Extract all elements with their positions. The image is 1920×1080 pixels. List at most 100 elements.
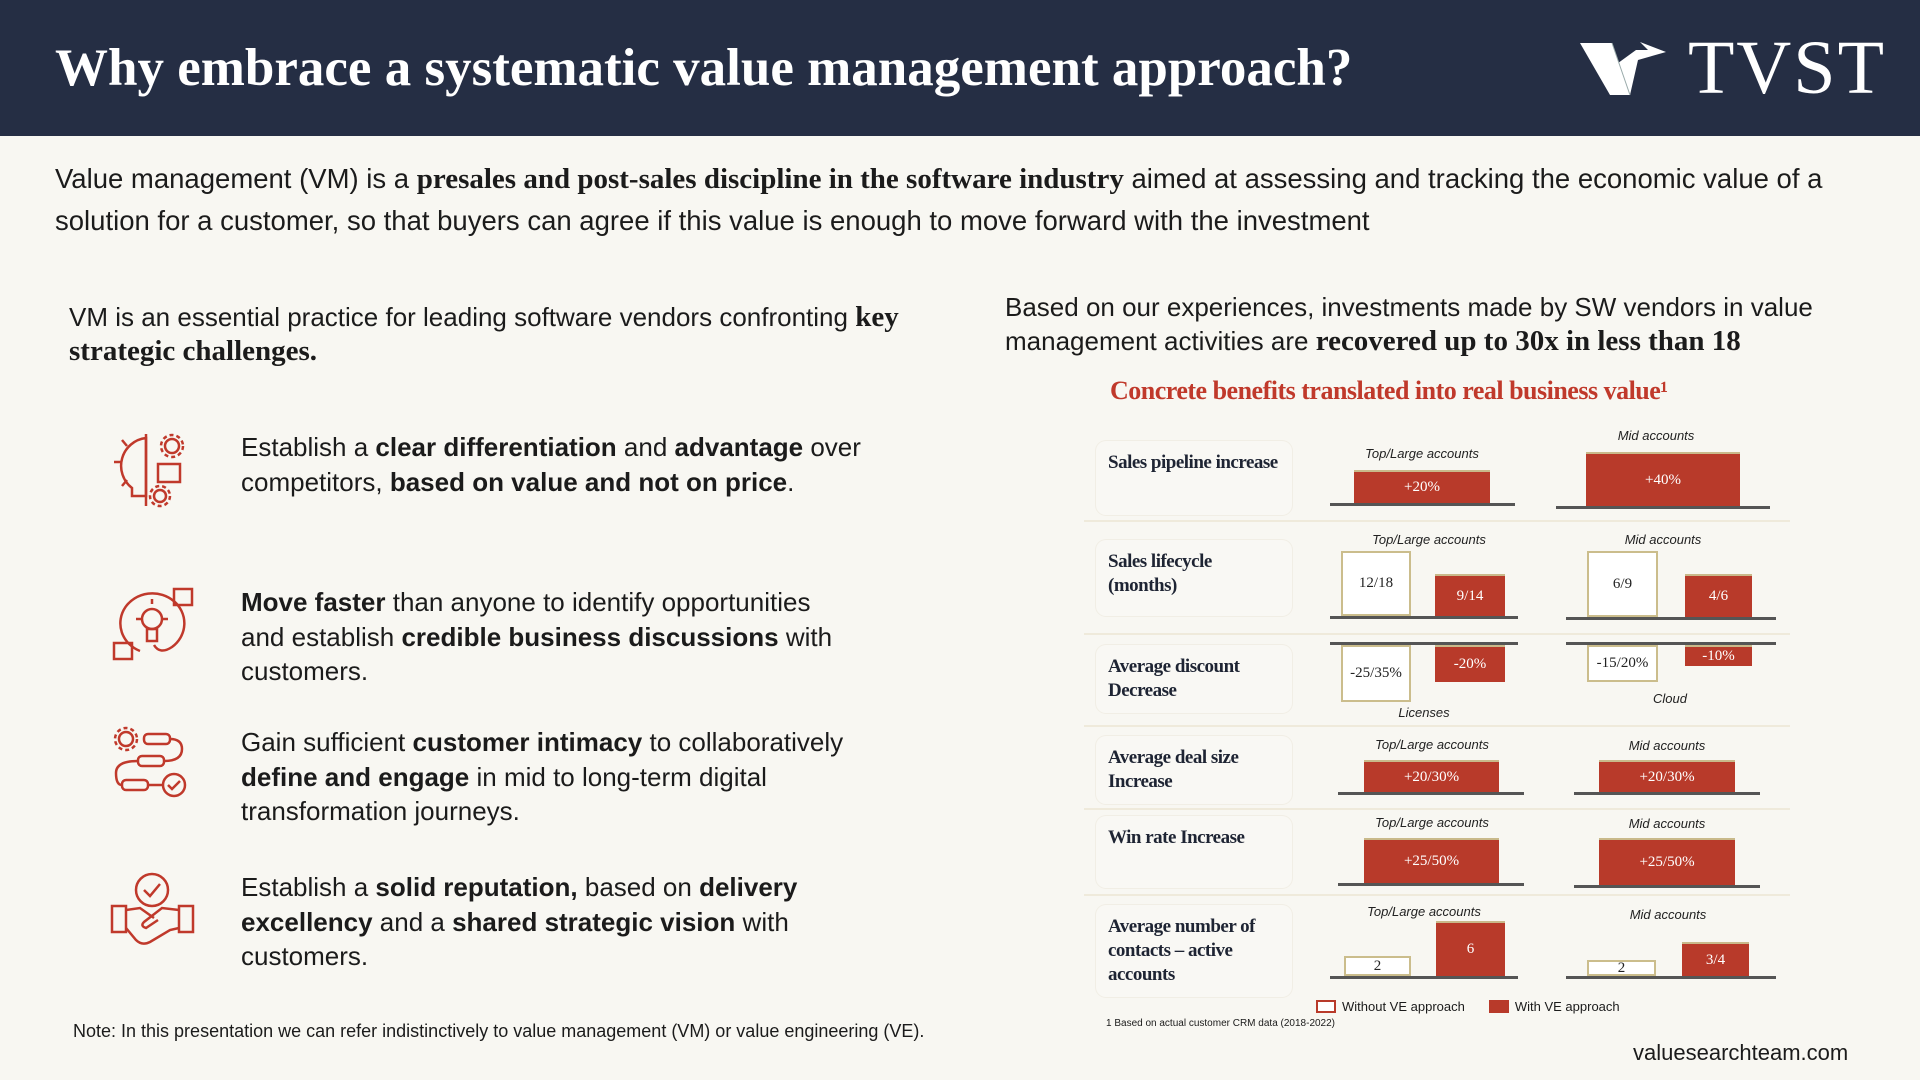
- bullet-item: Move faster than anyone to identify oppo…: [110, 585, 870, 715]
- bar-without-ve: 6/9: [1587, 551, 1658, 617]
- intro-pre: Value management (VM) is a: [55, 163, 417, 194]
- bar-with-ve: 6: [1436, 921, 1505, 976]
- intro-bold: presales and post-sales discipline in th…: [416, 163, 1124, 195]
- bullet-plain-text: and: [616, 432, 675, 462]
- row-label: Average discount Decrease: [1096, 645, 1292, 713]
- baseline: [1330, 503, 1515, 506]
- bullet-plain-text: to collaboratively: [642, 727, 844, 757]
- baseline: [1566, 617, 1776, 620]
- row-separator: [1084, 520, 1790, 522]
- bar-without-ve: 12/18: [1341, 551, 1411, 616]
- bar-without-ve: 2: [1344, 956, 1411, 976]
- baseline: [1566, 642, 1776, 645]
- legend-label-without: Without VE approach: [1342, 999, 1465, 1014]
- group-caption: Cloud: [1653, 691, 1687, 706]
- bar-with-ve: -10%: [1685, 645, 1752, 666]
- bullet-item: Gain sufficient customer intimacy to col…: [110, 725, 870, 855]
- left-heading-bold: key strategic challenges.: [69, 301, 899, 367]
- bullet-plain-text: with customers.: [241, 621, 833, 687]
- right-heading: Based on our experiences, investments ma…: [1005, 290, 1885, 358]
- bullet-plain-text: based on: [577, 872, 700, 902]
- bar-with-ve: 3/4: [1682, 942, 1749, 976]
- bar-with-ve: +25/50%: [1364, 838, 1499, 883]
- website-url: valuesearchteam.com: [1633, 1040, 1849, 1065]
- group-caption: Top/Large accounts: [1372, 532, 1486, 547]
- group-caption: Top/Large accounts: [1375, 815, 1489, 830]
- row-label: Average number of contacts – active acco…: [1096, 905, 1292, 997]
- group-caption: Mid accounts: [1628, 738, 1706, 753]
- baseline: [1556, 506, 1770, 509]
- chart-legend: Without VE approach With VE approach: [1316, 999, 1620, 1014]
- baseline: [1566, 976, 1776, 979]
- group-caption: Mid accounts: [1624, 532, 1702, 547]
- bar-without-ve: -25/35%: [1341, 645, 1411, 702]
- bullet-bold-text: advantage: [674, 432, 804, 462]
- bullet-plain-text: Gain sufficient: [241, 727, 413, 757]
- note: Note: In this presentation we can refer …: [73, 1021, 925, 1041]
- group-caption: Mid accounts: [1629, 907, 1707, 922]
- chart-title: Concrete benefits translated into real b…: [1110, 376, 1668, 405]
- baseline: [1330, 976, 1518, 979]
- right-heading-bold: recovered up to 30x in less than 18: [1315, 325, 1741, 357]
- bullet-bold-text: delivery excellency: [241, 872, 798, 937]
- bar-without-ve: -15/20%: [1587, 645, 1658, 682]
- bullet-plain-text: with customers.: [241, 906, 789, 972]
- group-caption: Top/Large accounts: [1375, 737, 1489, 752]
- baseline: [1338, 792, 1524, 795]
- bullet-plain-text: in mid to long-term digital transformati…: [241, 761, 767, 827]
- intro-post: aimed at assessing and tracking the econ…: [55, 163, 1823, 236]
- bar-without-ve: 2: [1587, 960, 1656, 976]
- bullet-plain-text: .: [787, 466, 795, 497]
- bullet-bold-text: shared strategic vision: [452, 906, 736, 937]
- chart-footnote: 1 Based on actual customer CRM data (201…: [1106, 1018, 1336, 1029]
- bullet-text: Gain sufficient customer intimacy to col…: [241, 725, 861, 829]
- bullet-plain-text: over competitors,: [241, 432, 861, 497]
- legend-swatch-without: [1316, 1000, 1336, 1013]
- bar-with-ve: +40%: [1586, 452, 1740, 506]
- page-title: Why embrace a systematic value managemen…: [55, 39, 1353, 97]
- bar-with-ve: +20/30%: [1599, 760, 1735, 792]
- differentiation-icon: [114, 433, 185, 508]
- logo-text: TVST: [1688, 26, 1886, 110]
- bullet-plain-text: and a: [372, 906, 453, 937]
- bullet-bold-text: based on value and not on price: [389, 466, 788, 497]
- group-caption: Top/Large accounts: [1367, 904, 1481, 919]
- bullet-text: Establish a solid reputation, based on d…: [241, 870, 861, 974]
- bullet-bold-text: clear differentiation: [375, 432, 617, 462]
- baseline: [1338, 883, 1524, 886]
- group-caption: Top/Large accounts: [1365, 446, 1479, 461]
- header: Why embrace a systematic value managemen…: [0, 0, 1920, 136]
- bullet-bold-text: solid reputation,: [375, 872, 578, 902]
- group-caption: Mid accounts: [1628, 816, 1706, 831]
- bullet-plain-text: Establish a: [241, 872, 376, 902]
- row-label: Average deal size Increase: [1096, 736, 1292, 804]
- origami-bird-logo-icon: [1580, 42, 1666, 96]
- right-heading-pre: Based on our experiences, investments ma…: [1005, 292, 1813, 356]
- bullet-plain-text: than anyone to identify opportunities an…: [241, 587, 811, 652]
- left-heading: VM is an essential practice for leading …: [69, 300, 929, 368]
- bullet-text: Move faster than anyone to identify oppo…: [241, 585, 861, 689]
- bar-with-ve: 9/14: [1435, 574, 1505, 616]
- bar-with-ve: +25/50%: [1599, 838, 1735, 885]
- bar-with-ve: +20%: [1354, 470, 1490, 503]
- bullet-bold-text: customer intimacy: [412, 727, 643, 757]
- bar-with-ve: 4/6: [1685, 574, 1752, 617]
- row-separator: [1084, 725, 1790, 727]
- bullet-bold-text: credible business discussions: [401, 621, 779, 652]
- lightbulb-ideas-icon: [112, 587, 194, 661]
- row-separator: [1084, 808, 1790, 810]
- legend-swatch-with: [1488, 1000, 1509, 1013]
- bullet-item: Establish a solid reputation, based on d…: [110, 870, 870, 1000]
- bullet-bold-text: Move faster: [241, 587, 386, 617]
- bar-with-ve: -20%: [1435, 645, 1505, 682]
- logo: TVST: [1578, 30, 1886, 106]
- baseline: [1574, 792, 1760, 795]
- row-label: Sales lifecycle (months): [1096, 540, 1292, 616]
- baseline: [1574, 885, 1760, 888]
- handshake-check-icon: [110, 872, 195, 945]
- row-separator: [1084, 894, 1790, 896]
- row-separator: [1084, 633, 1790, 635]
- bullet-text: Establish a clear differentiation and ad…: [241, 430, 861, 499]
- intro-text: Value management (VM) is a presales and …: [55, 158, 1895, 241]
- left-heading-pre: VM is an essential practice for leading …: [69, 302, 856, 332]
